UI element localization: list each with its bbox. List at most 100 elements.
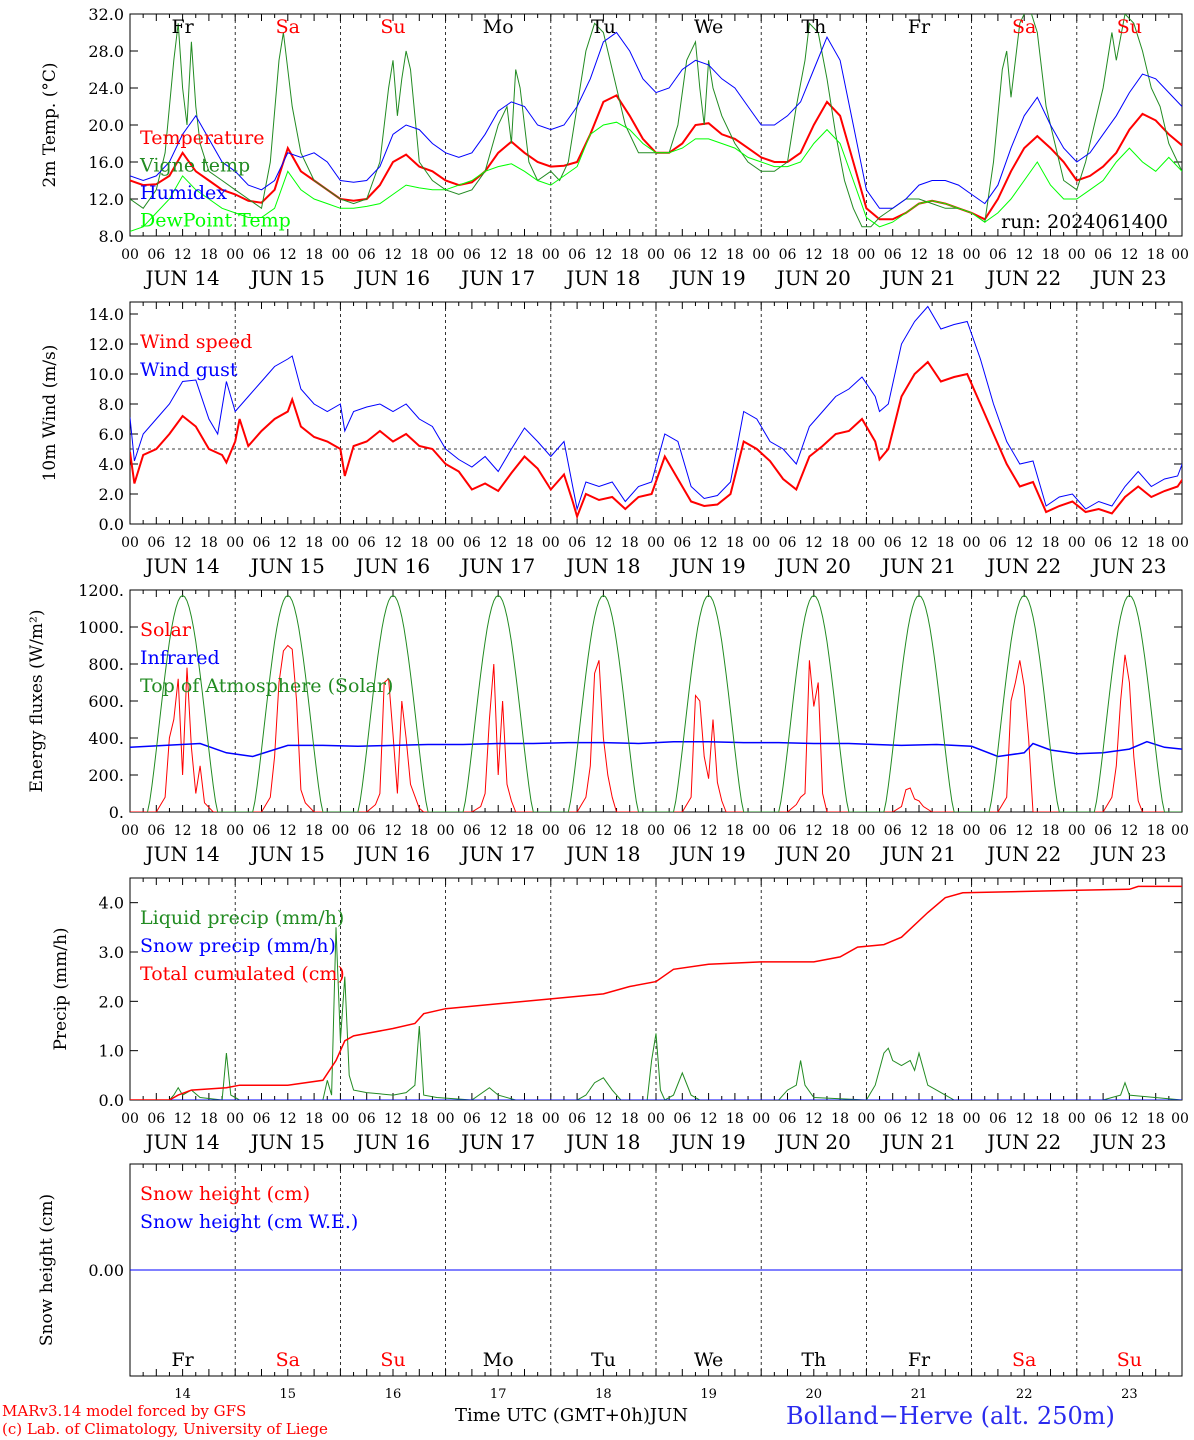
date-label: JUN 18 — [564, 1130, 640, 1154]
hour-tick-label: 06 — [253, 823, 271, 839]
date-label: JUN 17 — [459, 1130, 535, 1154]
hour-tick-label: 06 — [568, 535, 586, 551]
hour-tick-label: 12 — [700, 247, 718, 263]
series-infrared — [130, 740, 1182, 758]
hour-tick-label: 18 — [621, 823, 639, 839]
x-axis-title-text: Time UTC (GMT+0h) — [455, 1405, 650, 1426]
weekday-label: Fr — [908, 1349, 931, 1371]
hour-tick-label: 18 — [726, 823, 744, 839]
run-annotation: run: 2024061400 — [1001, 211, 1168, 233]
hour-tick-label: 00 — [752, 823, 770, 839]
hour-tick-label: 00 — [752, 247, 770, 263]
day-number-label: 18 — [595, 1387, 612, 1402]
hour-tick-label: 00 — [542, 247, 560, 263]
hour-tick-label: 00 — [963, 823, 981, 839]
hour-tick-label: 12 — [1015, 823, 1033, 839]
hour-tick-label: 18 — [200, 247, 218, 263]
y-axis-label: Snow height (cm) — [37, 1194, 57, 1346]
y-tick-label: 0.0 — [99, 515, 124, 534]
hour-tick-label: 18 — [305, 247, 323, 263]
legend-entry: Wind gust — [140, 359, 238, 381]
hour-tick-label: 12 — [805, 1111, 823, 1127]
hour-tick-label: 06 — [884, 535, 902, 551]
station-name: Bolland−Herve (alt. 250m) — [786, 1402, 1115, 1430]
date-label: JUN 19 — [670, 1130, 746, 1154]
hour-tick-label: 18 — [200, 823, 218, 839]
day-number-label: 20 — [806, 1387, 823, 1402]
date-label: JUN 20 — [775, 842, 851, 866]
date-label: JUN 15 — [249, 842, 325, 866]
y-tick-label: 0. — [109, 803, 124, 822]
date-label: JUN 17 — [459, 554, 535, 578]
weekday-label: Su — [1117, 1349, 1142, 1371]
hour-tick-label: 00 — [331, 535, 349, 551]
hour-tick-label: 00 — [1171, 247, 1189, 263]
hour-tick-label: 00 — [331, 247, 349, 263]
y-tick-label: 4.0 — [99, 894, 124, 913]
y-tick-label: 1000. — [78, 618, 124, 637]
hour-tick-label: 00 — [1171, 823, 1189, 839]
day-number-label: 17 — [490, 1387, 507, 1402]
y-tick-label: 10.0 — [88, 365, 124, 384]
weekday-label: Fr — [171, 16, 194, 38]
hour-tick-label: 06 — [358, 535, 376, 551]
y-tick-label: 400. — [88, 729, 124, 748]
hour-tick-label: 18 — [1147, 247, 1165, 263]
hour-tick-label: 12 — [279, 535, 297, 551]
hour-tick-label: 00 — [226, 247, 244, 263]
hour-tick-label: 18 — [831, 823, 849, 839]
y-tick-label: 600. — [88, 692, 124, 711]
lab-credit: (c) Lab. of Climatology, University of L… — [2, 1420, 328, 1438]
hour-tick-label: 18 — [516, 1111, 534, 1127]
hour-tick-label: 12 — [910, 1111, 928, 1127]
hour-tick-label: 06 — [147, 1111, 165, 1127]
hour-tick-label: 06 — [1094, 823, 1112, 839]
model-credit: MARv3.14 model forced by GFS — [2, 1402, 247, 1420]
hour-tick-label: 18 — [726, 247, 744, 263]
weekday-label: Sa — [276, 16, 300, 38]
date-label: JUN 22 — [985, 266, 1061, 290]
hour-tick-label: 06 — [147, 247, 165, 263]
hour-tick-label: 12 — [384, 535, 402, 551]
hour-tick-label: 00 — [963, 247, 981, 263]
day-number-label: 16 — [385, 1387, 402, 1402]
hour-tick-label: 00 — [647, 823, 665, 839]
legend-entry: Temperature — [140, 127, 264, 149]
hour-tick-label: 12 — [174, 823, 192, 839]
y-axis-label: Precip (mm/h) — [51, 927, 71, 1050]
hour-tick-label: 12 — [700, 823, 718, 839]
hour-tick-label: 12 — [594, 823, 612, 839]
series-dewpoint-temp — [130, 121, 1182, 232]
hour-tick-label: 12 — [1120, 1111, 1138, 1127]
hour-tick-label: 18 — [1147, 1111, 1165, 1127]
date-label: JUN 16 — [354, 266, 430, 290]
series-solar — [130, 644, 1182, 812]
hour-tick-label: 00 — [437, 535, 455, 551]
date-label: JUN 21 — [880, 1130, 956, 1154]
hour-tick-label: 00 — [1171, 1111, 1189, 1127]
hour-tick-label: 06 — [463, 247, 481, 263]
hour-tick-label: 00 — [226, 1111, 244, 1127]
weekday-label: We — [694, 1349, 723, 1371]
hour-tick-label: 06 — [463, 535, 481, 551]
hour-tick-label: 06 — [779, 535, 797, 551]
hour-tick-label: 12 — [594, 247, 612, 263]
hour-tick-label: 18 — [516, 535, 534, 551]
hour-tick-label: 18 — [1147, 823, 1165, 839]
weekday-label: Fr — [908, 16, 931, 38]
y-tick-label: 2.0 — [99, 485, 124, 504]
y-tick-label: 8.0 — [99, 395, 124, 414]
hour-tick-label: 00 — [752, 1111, 770, 1127]
weekday-label: We — [694, 16, 723, 38]
hour-tick-label: 06 — [253, 247, 271, 263]
hour-tick-label: 12 — [384, 247, 402, 263]
hour-tick-label: 00 — [857, 823, 875, 839]
date-label: JUN 16 — [354, 842, 430, 866]
date-label: JUN 15 — [249, 554, 325, 578]
y-tick-label: 800. — [88, 655, 124, 674]
legend-entry: Snow precip (mm/h) — [140, 935, 336, 957]
hour-tick-label: 06 — [147, 535, 165, 551]
hour-tick-label: 00 — [542, 823, 560, 839]
y-tick-label: 20.0 — [88, 116, 124, 135]
date-label: JUN 16 — [354, 1130, 430, 1154]
